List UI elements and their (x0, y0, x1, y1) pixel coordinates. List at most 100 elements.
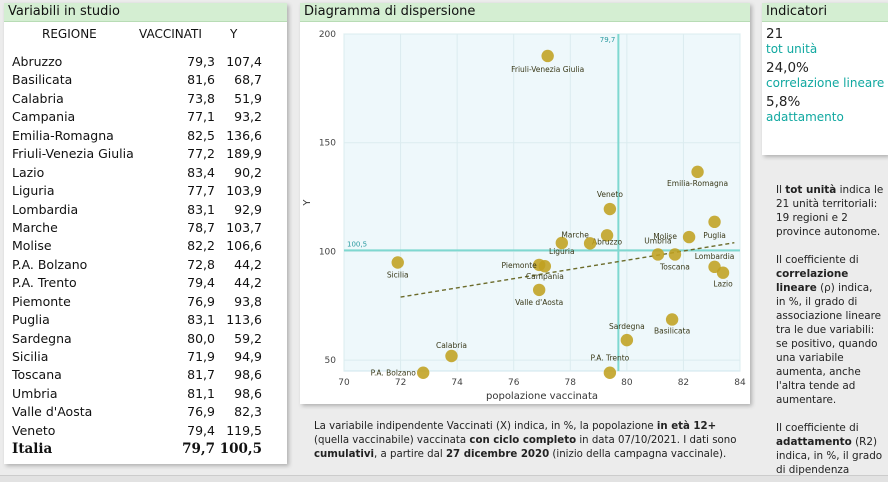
y-axis-label: Y (302, 199, 313, 207)
region-cell: Lazio (12, 164, 45, 180)
table-row: Friuli-Venezia Giulia 77,2 189,9 (12, 145, 262, 163)
explanation-units: Il tot unità indica le 21 unità territor… (776, 183, 884, 239)
vaccinated-cell: 80,0 (187, 330, 215, 346)
region-cell: Basilicata (12, 72, 73, 88)
note-bold-3: cumulativi (314, 449, 375, 460)
point-label: Sicilia (387, 271, 409, 280)
point-label: Piemonte (502, 261, 538, 270)
y-tick-label: 200 (319, 30, 336, 40)
region-cell: Calabria (12, 90, 64, 106)
table-row: Sicilia 71,9 94,9 (12, 348, 262, 366)
note-bold-2: con ciclo completo (469, 435, 577, 446)
region-cell: Umbria (12, 385, 58, 401)
y-cell: 100,5 (219, 441, 262, 458)
table-row: Puglia 83,1 113,6 (12, 311, 262, 329)
table-row: Toscana 81,7 98,6 (12, 366, 262, 384)
point-label: Liguria (549, 247, 575, 256)
point-label: Lazio (713, 280, 733, 289)
y-cell: 103,9 (226, 183, 262, 199)
vaccinated-cell: 78,7 (187, 219, 215, 235)
y-tick-label: 100 (319, 247, 336, 257)
table-row: Lombardia 83,1 92,9 (12, 201, 262, 219)
mean-y-label: 100,5 (347, 240, 367, 248)
vaccinated-cell: 83,1 (187, 312, 215, 328)
region-cell: Piemonte (12, 293, 71, 309)
region-cell: Valle d'Aosta (12, 404, 93, 420)
column-header-region: REGIONE (42, 27, 97, 41)
y-cell: 93,2 (234, 109, 262, 125)
x-axis-label: popolazione vaccinata (486, 391, 598, 402)
vaccinated-cell: 79,7 (182, 441, 215, 458)
vaccinated-cell: 83,1 (187, 201, 215, 217)
data-point (583, 237, 597, 250)
data-point (532, 258, 546, 272)
y-cell: 113,6 (226, 312, 262, 328)
table-row: Marche 78,7 103,7 (12, 219, 262, 237)
y-tick-label: 150 (319, 139, 336, 149)
point-label: Friuli-Venezia Giulia (511, 65, 584, 74)
table-row: Abruzzo 79,3 107,4 (12, 53, 262, 71)
exp1-b: tot unità (785, 184, 837, 196)
data-point (603, 366, 617, 379)
table-row: Campania 77,1 93,2 (12, 108, 262, 126)
fit-value: 5,8% (766, 94, 801, 110)
correlation-label: correlazione lineare (766, 76, 885, 90)
horizontal-scrollbar[interactable] (0, 475, 888, 482)
region-cell: Veneto (12, 422, 56, 438)
data-point (600, 229, 614, 242)
point-label: Veneto (597, 190, 623, 199)
scatter-chart-panel: Diagramma di dispersione 70 72 74 76 78 80 82 8… (300, 3, 750, 404)
x-tick-label: 70 (338, 378, 350, 388)
vaccinated-cell: 73,8 (187, 90, 215, 106)
data-point (391, 256, 404, 269)
region-cell: P.A. Trento (12, 275, 77, 291)
table-row: Lazio 83,4 90,2 (12, 164, 262, 182)
vaccinated-cell: 81,7 (187, 367, 215, 383)
exp2-b: correlazione lineare (776, 268, 849, 294)
region-cell: Italia (12, 441, 53, 458)
explanation-correlation: Il coefficiente di correlazione lineare … (776, 253, 884, 407)
point-label: Molise (653, 232, 677, 241)
units-label: tot unità (766, 42, 818, 56)
region-cell: Molise (12, 238, 52, 254)
table-panel-title: Variabili in studio (4, 3, 287, 22)
column-header-y: Y (230, 27, 238, 41)
exp3-a: Il coefficiente di (776, 422, 859, 434)
exp3-b: adattamento (776, 436, 852, 448)
x-tick-label: 76 (508, 378, 520, 388)
y-tick-label: 50 (325, 356, 337, 366)
column-header-vaccinated: VACCINATI (139, 27, 202, 41)
table-row: Basilicata 81,6 68,7 (12, 71, 262, 89)
point-label: Abruzzo (592, 237, 623, 246)
point-label: Valle d'Aosta (515, 298, 563, 307)
indicators-explanation: Il tot unità indica le 21 unità territor… (776, 183, 884, 475)
point-label: Lombardia (695, 252, 735, 261)
vaccinated-cell: 76,9 (187, 404, 215, 420)
y-cell: 90,2 (234, 164, 262, 180)
point-label: Basilicata (654, 326, 690, 335)
point-label: Umbria (644, 236, 671, 245)
data-point (691, 165, 704, 179)
y-cell: 44,2 (234, 256, 262, 272)
note-bold-1: in età 12+ (656, 421, 717, 432)
note-text-5: (inizio della campagna vaccinale). (549, 449, 727, 460)
note-bold-4: 27 dicembre 2020 (445, 449, 550, 460)
y-cell: 44,2 (234, 275, 262, 291)
region-cell: Abruzzo (12, 54, 63, 69)
data-point (708, 215, 721, 229)
data-point (682, 230, 696, 244)
y-cell: 107,4 (226, 54, 262, 69)
table-body: Abruzzo 79,3 107,4 Basilicata 81,6 68,7 Calabr… (12, 53, 262, 459)
y-cell: 51,9 (234, 90, 262, 106)
region-cell: Liguria (12, 183, 55, 199)
chart-panel-title: Diagramma di dispersione (300, 3, 750, 22)
x-tick-label: 78 (565, 378, 577, 388)
data-point (651, 248, 665, 261)
y-cell: 82,3 (234, 404, 262, 420)
vaccinated-cell: 81,6 (187, 72, 215, 88)
table-row-total: Italia 79,7 100,5 (12, 440, 262, 458)
point-label: P.A. Bolzano (371, 369, 417, 378)
data-point (417, 366, 430, 379)
chart-note: La variabile indipendente Vaccinati (X) … (314, 420, 744, 462)
indicators-panel: Indicatori 21 tot unità 24,0% correlazio… (762, 3, 888, 155)
